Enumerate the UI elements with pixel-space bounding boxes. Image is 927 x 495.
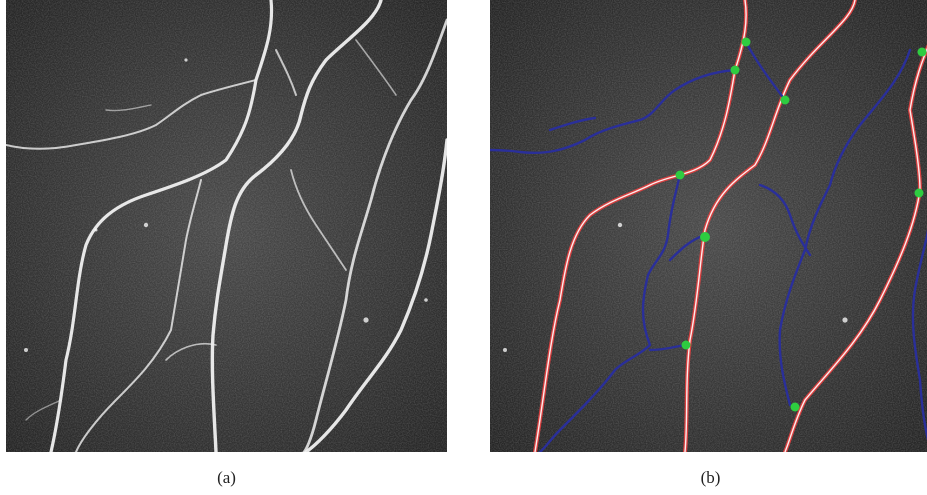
caption-a: (a): [217, 468, 236, 487]
branch-point: [914, 188, 924, 198]
branch-points: [675, 37, 927, 412]
branch-point: [675, 170, 685, 180]
branch-point: [741, 37, 751, 47]
microscopy-image-traced: [490, 0, 927, 452]
microscopy-image-raw: [6, 0, 447, 452]
branch-point: [681, 340, 691, 350]
branch-point: [790, 402, 800, 412]
nerve-fibers: [6, 0, 447, 452]
branch-point: [780, 95, 790, 105]
branch-point: [917, 47, 927, 57]
branch-point: [730, 65, 740, 75]
branch-point: [700, 232, 710, 242]
caption-b: (b): [700, 468, 721, 487]
